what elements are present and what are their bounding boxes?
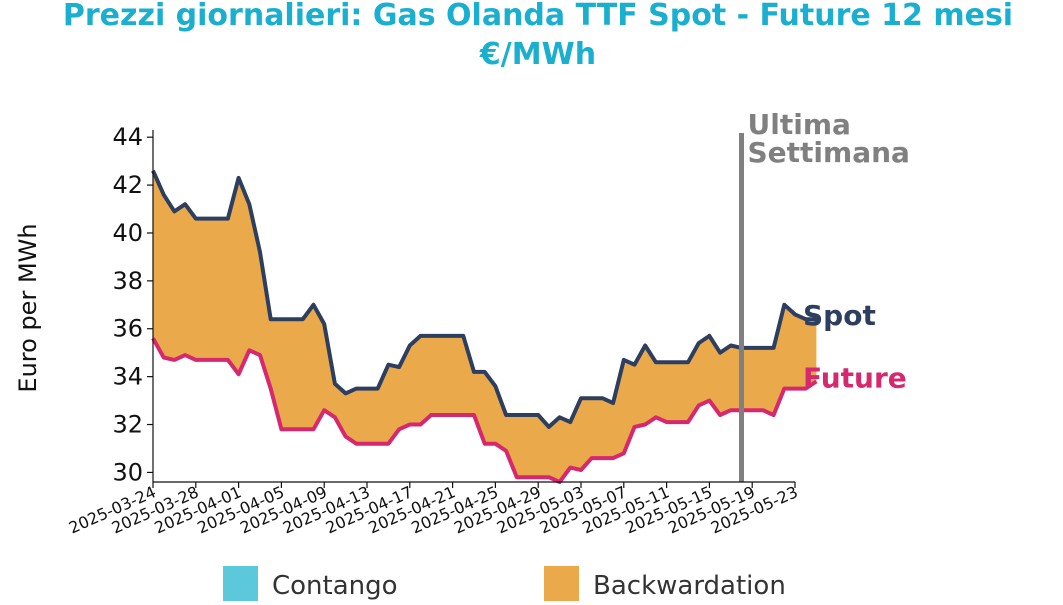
- series-labels: Spot Future: [803, 299, 907, 394]
- series-line-future: [151, 337, 818, 484]
- y-tick-label: 42: [112, 171, 143, 199]
- series-label-future: Future: [803, 361, 907, 394]
- fill-areas: [153, 170, 817, 482]
- series-line-spot: [151, 169, 817, 429]
- y-tick-label: 30: [112, 458, 143, 486]
- series-lines: [151, 169, 818, 484]
- y-tick-label: 32: [112, 411, 143, 439]
- legend-label-backwardation: Backwardation: [593, 571, 786, 601]
- legend-swatch-backwardation: [544, 566, 579, 601]
- legend-label-contango: Contango: [272, 571, 398, 601]
- backwardation-area: [153, 170, 817, 482]
- y-tick-label: 44: [112, 123, 143, 151]
- ultima-settimana-label-1: Settimana: [748, 136, 910, 169]
- y-tick-label: 36: [112, 315, 143, 343]
- ultima-settimana-label-0: Ultima: [748, 108, 851, 141]
- y-tick-label: 34: [112, 363, 143, 391]
- y-tick-label: 40: [112, 219, 143, 247]
- chart-subtitle: €/MWh: [479, 37, 596, 72]
- legend: Contango Backwardation: [223, 566, 786, 601]
- y-axis-label: Euro per MWh: [14, 223, 42, 392]
- series-label-spot: Spot: [803, 299, 876, 332]
- chart-title: Prezzi giornalieri: Gas Olanda TTF Spot …: [63, 0, 1013, 33]
- legend-swatch-contango: [223, 566, 258, 601]
- y-tick-label: 38: [112, 267, 143, 295]
